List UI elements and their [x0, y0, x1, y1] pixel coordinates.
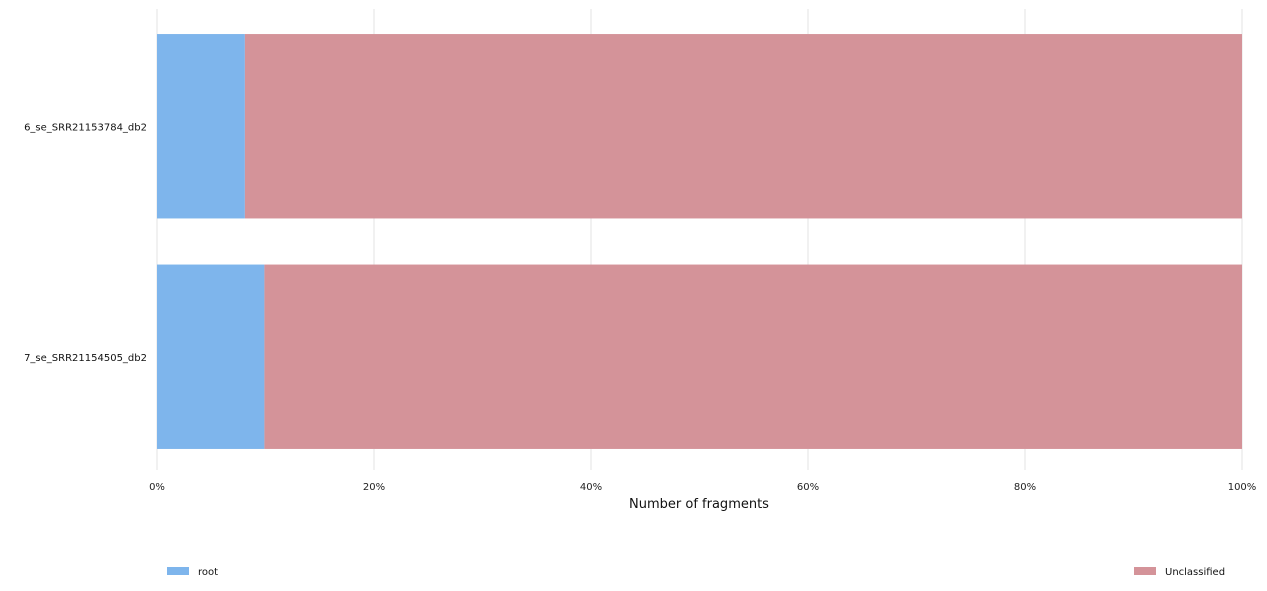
category-label: 6_se_SRR21153784_db2	[24, 122, 147, 133]
x-tick-label: 100%	[1228, 482, 1257, 493]
legend-swatch	[1134, 567, 1156, 575]
x-tick-labels: 0% 20% 40% 60% 80% 100%	[149, 482, 1256, 493]
bar-segment-unclassified	[264, 264, 1242, 449]
legend-label: root	[198, 567, 218, 578]
category-labels: 6_se_SRR21153784_db2 7_se_SRR21154505_db2	[24, 122, 147, 364]
bar-segment-unclassified	[244, 34, 1242, 219]
category-label: 7_se_SRR21154505_db2	[24, 353, 147, 364]
x-tick-label: 20%	[363, 482, 385, 493]
bars	[157, 34, 1242, 449]
legend-swatch	[167, 567, 189, 575]
x-tick-label: 60%	[797, 482, 819, 493]
x-tick-label: 40%	[580, 482, 602, 493]
legend: root Unclassified	[167, 567, 1225, 578]
x-tick-label: 0%	[149, 482, 165, 493]
x-axis-title: Number of fragments	[629, 497, 769, 512]
bar-segment-root	[157, 34, 245, 219]
bar-segment-root	[157, 264, 265, 449]
x-tick-label: 80%	[1014, 482, 1036, 493]
legend-label: Unclassified	[1165, 567, 1225, 578]
